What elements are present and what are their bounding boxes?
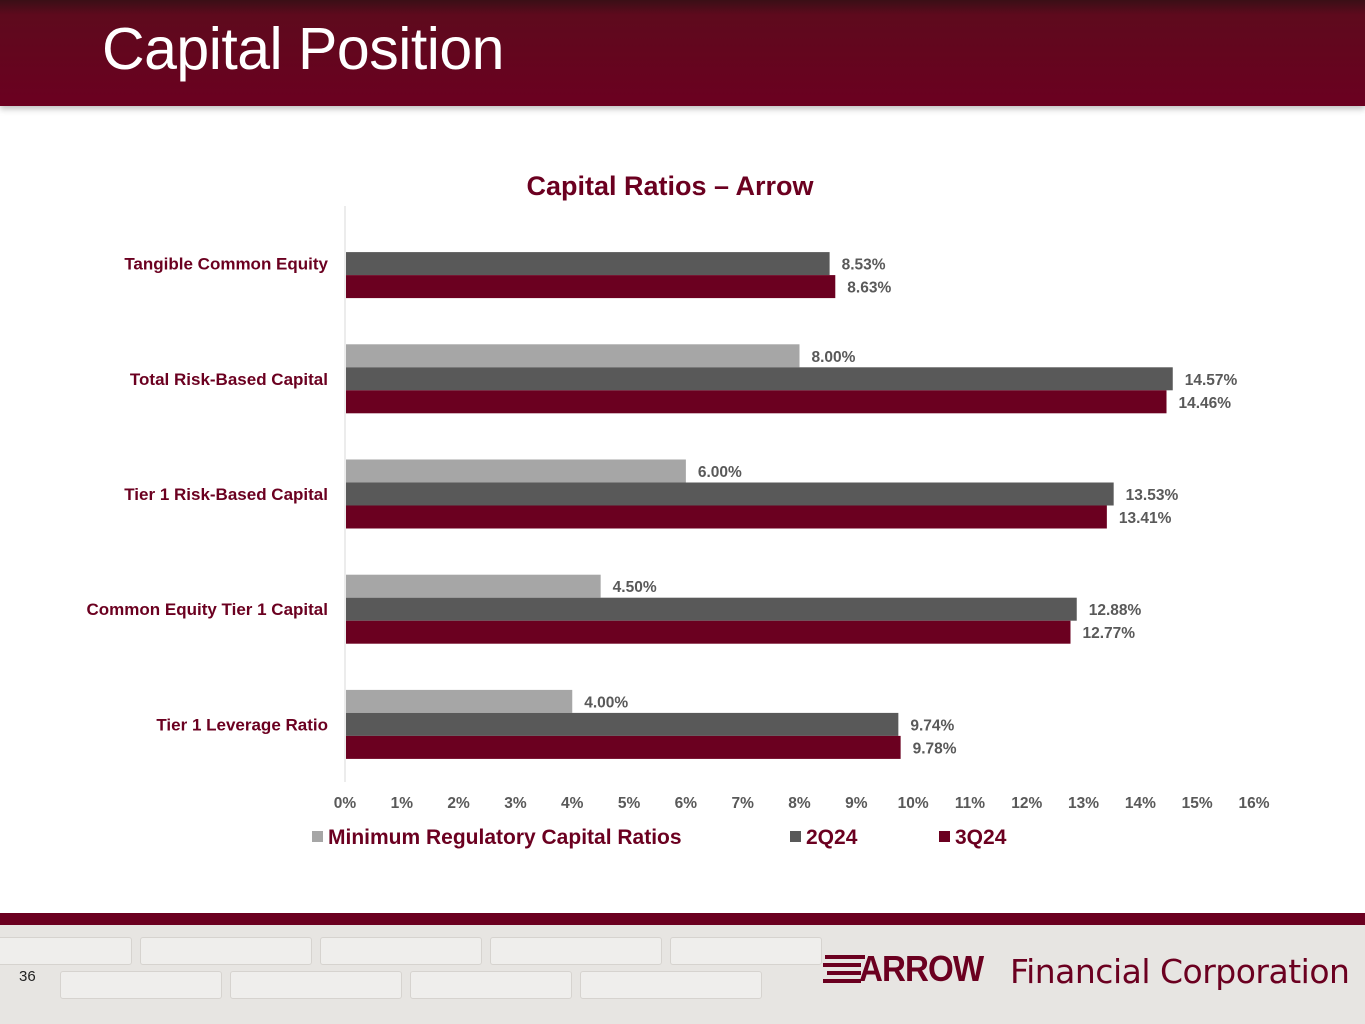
footer-brick	[580, 971, 762, 999]
arrow-lines-icon	[823, 955, 865, 983]
category-label: Common Equity Tier 1 Capital	[86, 600, 328, 619]
bar	[346, 505, 1107, 529]
footer-brick	[230, 971, 402, 999]
x-tick-label: 3%	[504, 795, 527, 812]
footer-brick	[0, 937, 132, 965]
footer-brick	[410, 971, 572, 999]
x-tick-label: 2%	[447, 795, 470, 812]
x-tick-label: 4%	[561, 795, 584, 812]
footer-brick	[140, 937, 312, 965]
legend-swatch	[312, 831, 323, 842]
footer-brick	[670, 937, 822, 965]
data-label: 12.77%	[1082, 625, 1135, 642]
bar	[346, 620, 1071, 644]
category-label: Total Risk-Based Capital	[130, 370, 328, 389]
x-tick-label: 15%	[1182, 795, 1213, 812]
bar	[346, 367, 1173, 391]
data-label: 13.41%	[1119, 510, 1172, 527]
bar	[346, 459, 686, 483]
bar	[346, 275, 836, 299]
bar	[346, 252, 830, 276]
x-tick-label: 12%	[1011, 795, 1042, 812]
footer-stripe	[0, 913, 1365, 925]
bar	[346, 597, 1077, 621]
x-tick-label: 14%	[1125, 795, 1156, 812]
page-number: 36	[19, 968, 36, 985]
bar	[346, 482, 1114, 506]
x-tick-label: 8%	[788, 795, 811, 812]
category-label: Tier 1 Leverage Ratio	[156, 715, 328, 734]
legend-swatch	[939, 831, 950, 842]
x-tick-label: 5%	[618, 795, 641, 812]
x-tick-label: 6%	[675, 795, 698, 812]
capital-ratios-chart: Capital Ratios – Arrow Tangible Common Eq…	[86, 171, 1269, 849]
footer-brick	[490, 937, 662, 965]
data-label: 13.53%	[1126, 487, 1179, 504]
category-label: Tangible Common Equity	[124, 255, 328, 274]
data-label: 4.50%	[613, 579, 657, 596]
x-tick-label: 10%	[898, 795, 929, 812]
bar	[346, 344, 800, 368]
data-label: 4.00%	[584, 694, 628, 711]
bar	[346, 712, 899, 736]
legend-swatch	[790, 831, 801, 842]
x-tick-label: 7%	[731, 795, 754, 812]
bar	[346, 735, 901, 759]
legend-label: 2Q24	[806, 826, 858, 849]
data-label: 8.00%	[812, 349, 856, 366]
footer-band	[0, 913, 1365, 1024]
chart-title: Capital Ratios – Arrow	[526, 171, 814, 201]
data-label: 9.74%	[910, 717, 954, 734]
data-label: 14.46%	[1179, 395, 1232, 412]
logo-company-name: Financial Corporation	[1010, 952, 1350, 991]
bar	[346, 689, 573, 713]
x-tick-label: 11%	[955, 795, 985, 812]
bar	[346, 574, 601, 598]
header-bar: Capital Position	[0, 0, 1365, 106]
footer-brick	[320, 937, 482, 965]
legend-label: Minimum Regulatory Capital Ratios	[328, 826, 682, 849]
bar	[346, 390, 1167, 414]
x-tick-label: 0%	[334, 795, 357, 812]
x-tick-label: 16%	[1238, 795, 1269, 812]
data-label: 6.00%	[698, 464, 742, 481]
data-label: 8.63%	[847, 280, 891, 297]
data-label: 9.78%	[913, 740, 957, 757]
x-tick-label: 1%	[391, 795, 414, 812]
x-tick-label: 13%	[1068, 795, 1099, 812]
footer-brick	[60, 971, 222, 999]
legend-label: 3Q24	[955, 826, 1007, 849]
x-tick-label: 9%	[845, 795, 868, 812]
page-title: Capital Position	[102, 16, 504, 82]
logo-wordmark: ARROW	[859, 948, 984, 989]
data-label: 8.53%	[842, 257, 886, 274]
data-label: 14.57%	[1185, 372, 1238, 389]
category-label: Tier 1 Risk-Based Capital	[124, 485, 328, 504]
company-logo: ARROW Financial Corporation	[823, 948, 1353, 996]
data-label: 12.88%	[1089, 602, 1142, 619]
